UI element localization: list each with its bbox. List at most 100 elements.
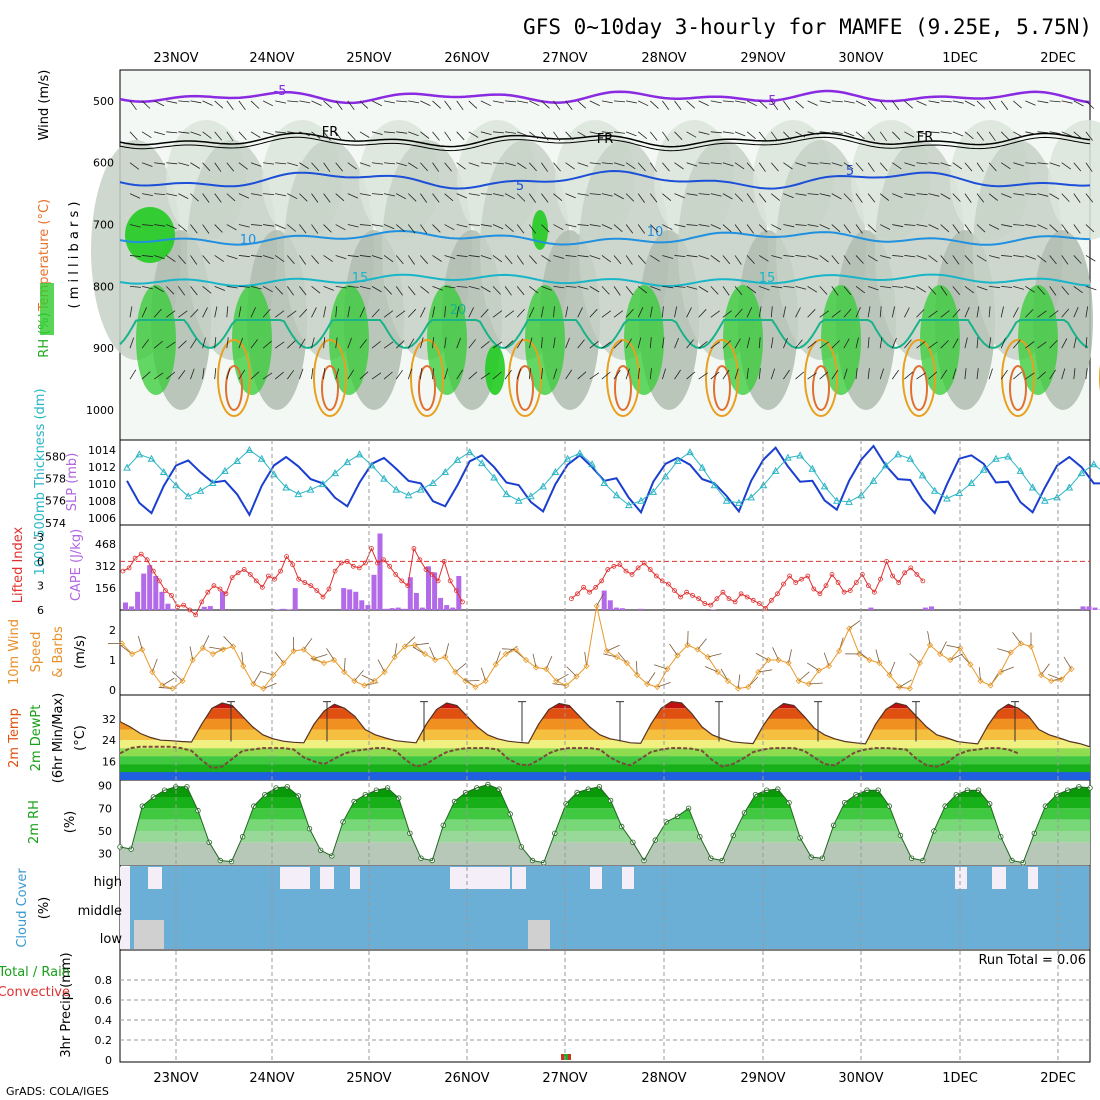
wind-barb — [1049, 162, 1061, 167]
wind-barb — [287, 310, 297, 318]
wind-barb — [214, 306, 218, 318]
temp-contour — [119, 229, 1091, 246]
rh-shade — [232, 285, 272, 395]
wind-barb — [892, 162, 902, 170]
cloud-axis-label: Cloud Cover — [15, 868, 30, 948]
wind-barb — [964, 255, 973, 264]
wind-barb — [964, 131, 974, 140]
thickness-point — [465, 448, 474, 456]
wind-barb — [1037, 193, 1049, 197]
wind-barb — [1025, 372, 1035, 380]
wind-barb-10m — [377, 659, 385, 673]
wind-barb-10m — [806, 662, 820, 671]
li-point — [769, 597, 774, 603]
wind-barb — [141, 307, 147, 318]
li-point — [217, 586, 223, 592]
wind-barb — [226, 193, 236, 202]
thickness-point — [1041, 496, 1049, 504]
wind-point — [421, 650, 429, 658]
li-point — [744, 594, 750, 600]
wind-barb — [758, 255, 769, 262]
wind-barb-10m — [209, 646, 224, 650]
upper-air-label: Wind (m/s) — [37, 70, 52, 141]
wind-barb — [1073, 286, 1083, 294]
wind-barb — [698, 341, 708, 349]
wind-barb — [879, 131, 887, 142]
li-point — [629, 572, 635, 577]
li-point — [569, 596, 574, 602]
pressure-tick-label: 1000 — [86, 404, 114, 417]
wind-barb — [202, 100, 213, 106]
date-label-top: 2DEC — [1040, 51, 1076, 66]
wind-barb — [202, 337, 206, 349]
wind-barb — [783, 193, 794, 199]
wind-barb — [637, 337, 642, 349]
slp-frame — [119, 439, 1091, 526]
wind-barb — [553, 193, 563, 202]
wind-barb-10m — [950, 653, 963, 661]
thickness-point — [930, 486, 939, 494]
wind-barb — [928, 224, 939, 230]
wind-barb — [952, 193, 961, 202]
wind-barb — [650, 224, 659, 233]
wind-barb — [1085, 193, 1094, 203]
wind-barb — [904, 285, 916, 290]
wind-barb-10m — [1048, 674, 1062, 680]
wind-barb — [662, 368, 666, 380]
wind-barb — [553, 224, 564, 231]
wind-speed-line — [121, 605, 1072, 690]
wind-barb — [311, 193, 319, 203]
wind-barb — [214, 285, 226, 291]
wind-barb — [444, 131, 452, 142]
wind-barb — [964, 224, 972, 234]
wind-barb — [275, 131, 287, 134]
wind-barb — [299, 224, 307, 234]
wind-point — [179, 677, 186, 685]
wind-barb — [855, 100, 866, 107]
wind-barb — [916, 286, 927, 293]
wind-barb — [214, 255, 225, 262]
date-label-top: 1DEC — [942, 51, 978, 66]
thickness-point — [673, 456, 682, 464]
wind-barb — [226, 100, 234, 110]
thickness-point — [796, 451, 804, 459]
wind-barb — [976, 162, 984, 172]
wind-point — [1027, 643, 1035, 650]
wind-barb — [928, 310, 938, 318]
wind-barb — [831, 100, 843, 103]
wind-barb — [662, 193, 672, 202]
wind-barb — [516, 224, 525, 234]
wind-barb — [1013, 193, 1025, 196]
wind-barb — [275, 100, 287, 104]
wind-barb — [383, 224, 395, 230]
wind-barb — [504, 193, 515, 200]
wind-barb — [347, 193, 359, 199]
li-point — [781, 581, 786, 587]
li-point — [169, 593, 174, 598]
axis-label-layer: 23NOV 23NOV 24NOV 24NOV 25NOV 25NOV 26NOV 26NOV… — [0, 51, 1076, 1086]
wind-barb-10m — [606, 644, 620, 652]
wind-barb — [238, 285, 250, 288]
wind-barb — [541, 193, 549, 203]
wind-point — [230, 643, 237, 650]
wind-barb-10m — [532, 653, 537, 668]
thickness-point — [135, 450, 144, 458]
wind-barb — [662, 306, 664, 318]
thickness-point — [918, 471, 927, 479]
cape-bar — [401, 608, 407, 610]
wind-barb — [795, 285, 807, 290]
wind-barb — [444, 224, 455, 231]
wind-barb — [456, 131, 465, 141]
wind-barb — [625, 131, 637, 137]
wind-barb — [202, 193, 210, 203]
wind-barb — [407, 224, 416, 234]
date-label-bottom: 26NOV — [444, 1071, 489, 1086]
wind-barb — [504, 369, 512, 380]
wind-barb — [880, 224, 891, 230]
cape-bar — [377, 533, 383, 610]
wind-barb — [444, 162, 453, 172]
thickness-point — [367, 461, 376, 469]
date-label-bottom: 1DEC — [942, 1071, 978, 1086]
thickness-point — [233, 456, 242, 464]
li-point — [847, 588, 853, 593]
